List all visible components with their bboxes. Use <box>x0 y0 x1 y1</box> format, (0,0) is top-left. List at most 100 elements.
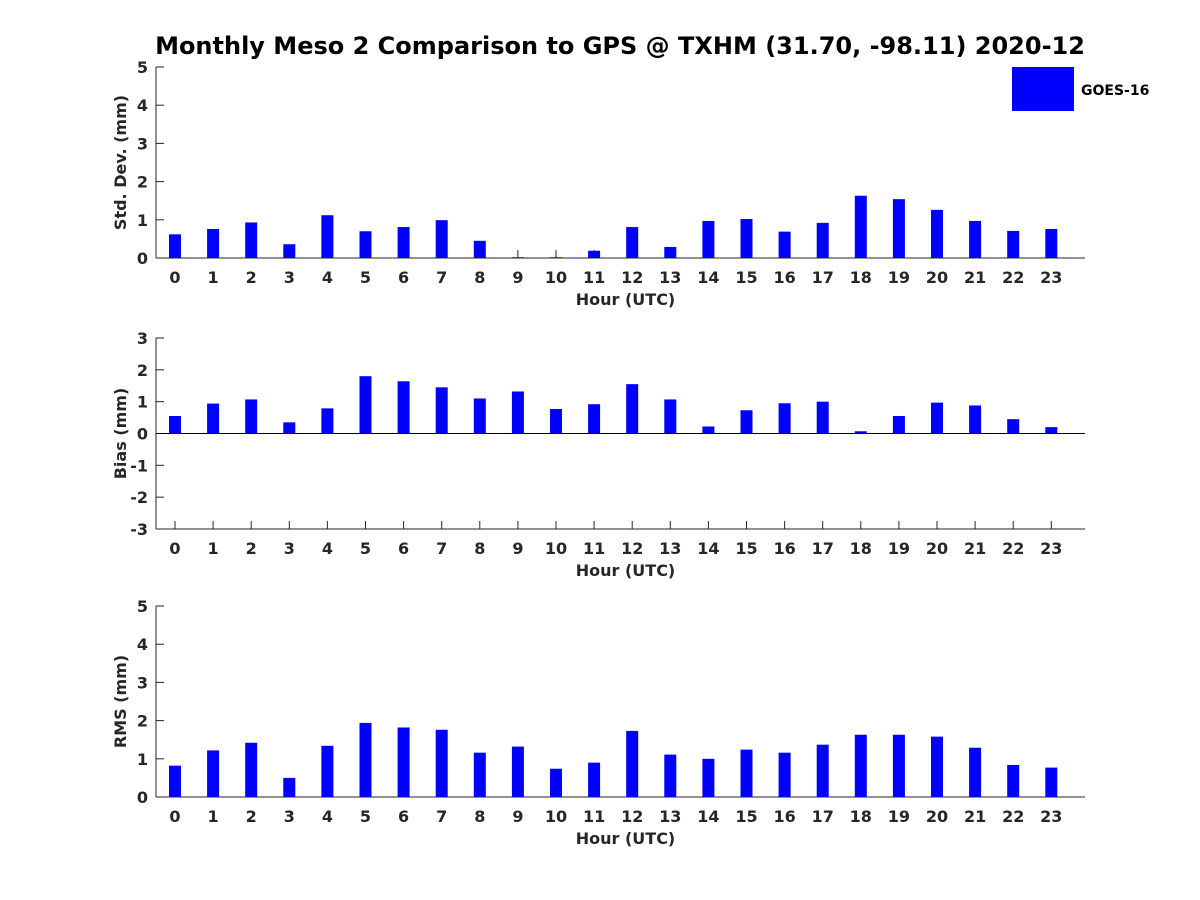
x-axis-title: Hour (UTC) <box>576 561 676 580</box>
bar-hour-2 <box>245 399 258 434</box>
x-tick-label: 13 <box>659 268 681 287</box>
bar-hour-20 <box>931 736 943 797</box>
x-tick-label: 19 <box>888 807 910 826</box>
x-tick-label: 3 <box>284 807 295 826</box>
x-tick-label: 16 <box>773 807 795 826</box>
bar-hour-2 <box>245 742 258 797</box>
x-tick-label: 4 <box>322 268 333 287</box>
x-tick-label: 3 <box>284 539 295 558</box>
bar-hour-12 <box>626 384 639 434</box>
x-tick-label: 13 <box>659 539 681 558</box>
x-tick-label: 1 <box>208 807 219 826</box>
x-tick-label: 18 <box>850 807 872 826</box>
x-tick-label: 16 <box>773 268 795 287</box>
bar-hour-5 <box>359 376 372 434</box>
bar-hour-1 <box>207 403 220 434</box>
x-tick-label: 15 <box>735 807 757 826</box>
x-tick-label: 5 <box>360 539 371 558</box>
bar-hour-17 <box>816 222 829 258</box>
bar-hour-14 <box>702 758 715 797</box>
x-tick-label: 22 <box>1002 807 1024 826</box>
bar-hour-0 <box>169 765 181 797</box>
x-tick-label: 0 <box>169 268 180 287</box>
y-tick-label: 4 <box>137 635 148 654</box>
x-tick-label: 7 <box>436 807 447 826</box>
x-tick-label: 20 <box>926 807 948 826</box>
y-tick-label: -1 <box>130 456 148 475</box>
bar-hour-11 <box>588 404 601 434</box>
bar-hour-15 <box>740 410 753 434</box>
x-tick-label: 23 <box>1040 268 1062 287</box>
bar-hour-5 <box>359 722 372 797</box>
bar-hour-22 <box>1007 230 1020 258</box>
x-axis-title: Hour (UTC) <box>576 290 676 309</box>
legend: GOES-16 <box>1012 67 1149 111</box>
x-tick-label: 8 <box>474 807 485 826</box>
bar-hour-14 <box>702 426 715 434</box>
bar-hour-8 <box>473 240 486 258</box>
chart-title: Monthly Meso 2 Comparison to GPS @ TXHM … <box>155 32 1085 60</box>
x-tick-label: 4 <box>322 807 333 826</box>
bar-hour-19 <box>892 415 905 434</box>
bar-hour-15 <box>740 219 753 258</box>
x-tick-label: 15 <box>735 268 757 287</box>
y-axis-title: RMS (mm) <box>111 655 130 748</box>
x-tick-label: 14 <box>697 807 719 826</box>
bar-hour-17 <box>816 401 829 434</box>
x-tick-label: 18 <box>850 539 872 558</box>
x-tick-label: 11 <box>583 539 605 558</box>
bar-hour-21 <box>969 220 982 258</box>
x-tick-label: 1 <box>208 539 219 558</box>
y-tick-label: 0 <box>137 788 148 807</box>
bar-hour-5 <box>359 231 372 258</box>
x-tick-label: 17 <box>812 807 834 826</box>
x-tick-label: 10 <box>545 268 567 287</box>
y-tick-label: -3 <box>130 520 148 539</box>
bar-hour-22 <box>1007 419 1020 434</box>
x-tick-label: 15 <box>735 539 757 558</box>
bar-hour-21 <box>969 747 982 797</box>
y-tick-label: 2 <box>137 173 148 192</box>
x-tick-label: 20 <box>926 268 948 287</box>
x-tick-label: 19 <box>888 268 910 287</box>
bar-hour-7 <box>435 729 448 797</box>
bar-hour-3 <box>283 244 296 258</box>
bar-hour-0 <box>169 234 181 258</box>
x-tick-label: 3 <box>284 268 295 287</box>
y-tick-label: -2 <box>130 488 148 507</box>
x-tick-label: 21 <box>964 807 986 826</box>
x-tick-label: 2 <box>246 807 257 826</box>
y-tick-label: 0 <box>137 249 148 268</box>
bar-hour-13 <box>664 399 677 434</box>
x-tick-label: 6 <box>398 539 409 558</box>
x-tick-label: 21 <box>964 539 986 558</box>
bar-hour-0 <box>169 415 181 434</box>
bar-hour-9 <box>511 391 524 434</box>
bar-hour-19 <box>892 734 905 797</box>
bar-hour-15 <box>740 749 753 797</box>
x-tick-label: 7 <box>436 539 447 558</box>
bar-hour-7 <box>435 220 448 258</box>
bar-hour-9 <box>511 746 524 797</box>
y-axis-title: Std. Dev. (mm) <box>111 95 130 230</box>
y-tick-label: 1 <box>137 393 148 412</box>
x-tick-label: 16 <box>773 539 795 558</box>
y-axis-title: Bias (mm) <box>111 388 130 480</box>
x-tick-label: 5 <box>360 268 371 287</box>
y-tick-label: 3 <box>137 673 148 692</box>
bar-hour-10 <box>550 408 562 434</box>
bar-hour-23 <box>1045 228 1058 258</box>
y-tick-label: 2 <box>137 712 148 731</box>
bar-hour-4 <box>321 745 334 797</box>
x-tick-label: 18 <box>850 268 872 287</box>
x-tick-label: 2 <box>246 539 257 558</box>
bar-hour-18 <box>854 195 867 258</box>
bar-hour-4 <box>321 408 334 434</box>
bar-hour-12 <box>626 730 639 797</box>
bar-hour-8 <box>473 752 486 797</box>
y-tick-label: 4 <box>137 96 148 115</box>
